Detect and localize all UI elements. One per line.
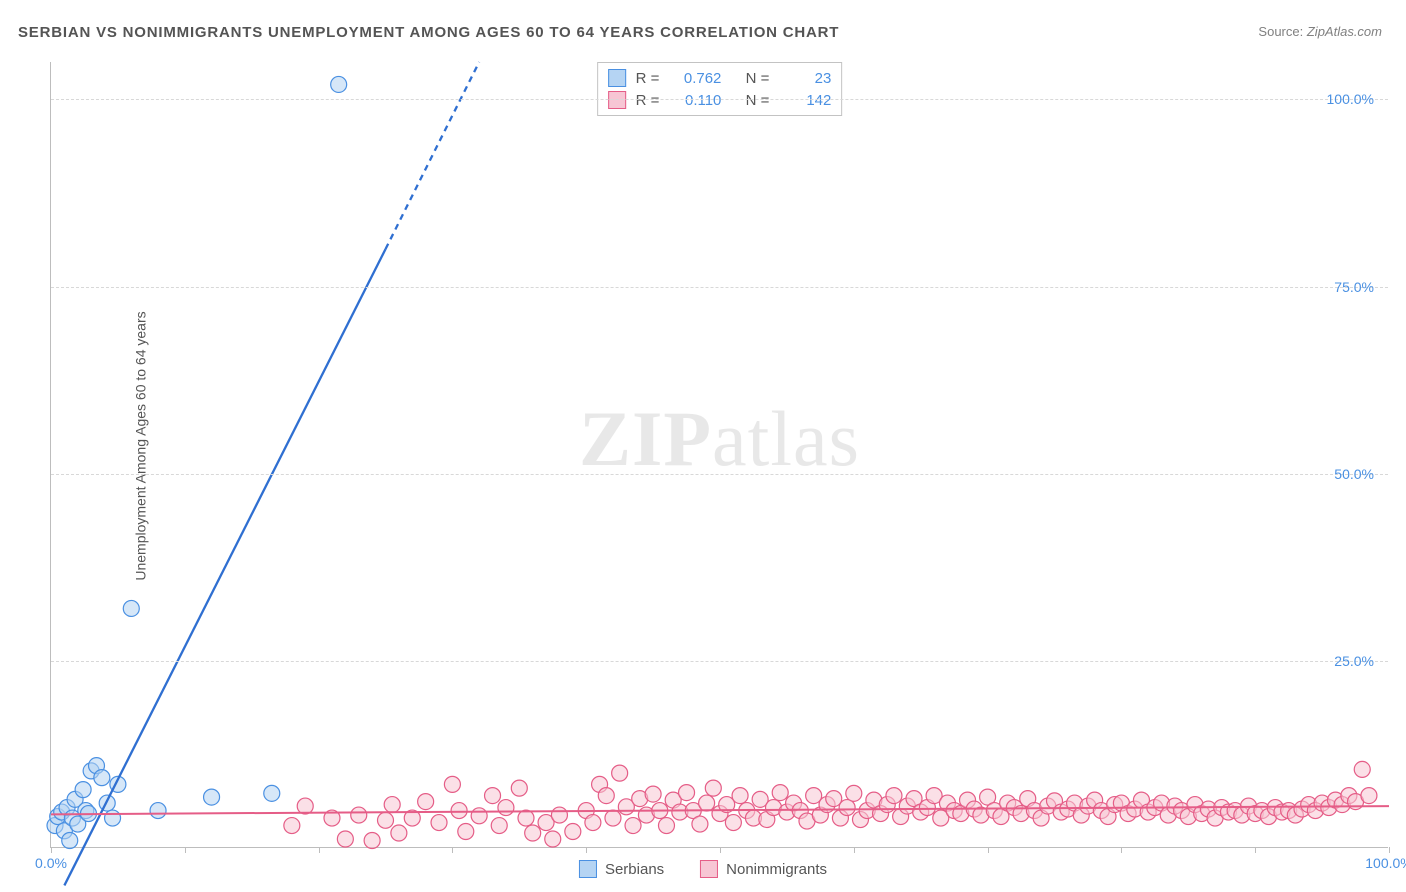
scatter-point (565, 824, 581, 840)
scatter-point (337, 831, 353, 847)
scatter-point (264, 785, 280, 801)
x-tick (319, 847, 320, 853)
bottom-legend: Serbians Nonimmigrants (579, 860, 827, 878)
swatch-icon (608, 69, 626, 87)
scatter-point (839, 800, 855, 816)
gridline (51, 99, 1388, 100)
y-tick-label: 25.0% (1334, 653, 1374, 669)
x-tick (1121, 847, 1122, 853)
scatter-point (485, 788, 501, 804)
correlation-legend-box: R = 0.762 N = 23 R = 0.110 N = 142 (597, 62, 843, 116)
scatter-point (585, 815, 601, 831)
scatter-point (699, 795, 715, 811)
y-tick-label: 100.0% (1327, 91, 1374, 107)
chart-plot-area: ZIPatlas R = 0.762 N = 23 R = 0.110 N = … (50, 62, 1388, 848)
scatter-point (518, 810, 534, 826)
x-tick (185, 847, 186, 853)
scatter-point (705, 780, 721, 796)
gridline (51, 661, 1388, 662)
scatter-point (105, 810, 121, 826)
scatter-point (284, 818, 300, 834)
x-tick (51, 847, 52, 853)
legend-item: Serbians (579, 860, 664, 878)
scatter-point (94, 770, 110, 786)
scatter-point (645, 786, 661, 802)
scatter-point (331, 76, 347, 92)
r-value: 0.762 (669, 70, 721, 87)
scatter-point (498, 800, 514, 816)
x-tick (720, 847, 721, 853)
scatter-point (545, 831, 561, 847)
scatter-point (846, 785, 862, 801)
scatter-point (431, 815, 447, 831)
legend-label: Serbians (605, 861, 664, 878)
legend-item: Nonimmigrants (700, 860, 827, 878)
scatter-point (1361, 788, 1377, 804)
scatter-point (625, 818, 641, 834)
scatter-point (551, 807, 567, 823)
scatter-point (658, 818, 674, 834)
legend-label: Nonimmigrants (726, 861, 827, 878)
swatch-icon (700, 860, 718, 878)
x-tick-label: 0.0% (35, 855, 67, 871)
scatter-point (204, 789, 220, 805)
y-tick-label: 50.0% (1334, 466, 1374, 482)
y-tick-label: 75.0% (1334, 279, 1374, 295)
scatter-point (772, 785, 788, 801)
chart-title: SERBIAN VS NONIMMIGRANTS UNEMPLOYMENT AM… (18, 24, 839, 41)
gridline (51, 287, 1388, 288)
x-tick (988, 847, 989, 853)
n-value: 23 (779, 70, 831, 87)
scatter-point (886, 788, 902, 804)
scatter-point (444, 776, 460, 792)
scatter-point (605, 810, 621, 826)
x-tick (1389, 847, 1390, 853)
chart-svg (51, 62, 1388, 847)
x-tick (1255, 847, 1256, 853)
scatter-point (351, 807, 367, 823)
trend-line (64, 249, 385, 885)
gridline (51, 474, 1388, 475)
x-tick (854, 847, 855, 853)
scatter-point (612, 765, 628, 781)
scatter-point (418, 794, 434, 810)
scatter-point (364, 833, 380, 849)
scatter-point (451, 803, 467, 819)
trend-line-dashed (386, 62, 480, 249)
x-tick (586, 847, 587, 853)
scatter-point (525, 825, 541, 841)
source-label: Source: (1258, 24, 1303, 39)
correlation-row: R = 0.762 N = 23 (608, 67, 832, 89)
scatter-point (491, 818, 507, 834)
scatter-point (384, 797, 400, 813)
scatter-point (123, 600, 139, 616)
scatter-point (725, 815, 741, 831)
swatch-icon (579, 860, 597, 878)
scatter-point (598, 788, 614, 804)
scatter-point (1354, 761, 1370, 777)
scatter-point (297, 798, 313, 814)
scatter-point (378, 812, 394, 828)
source-attribution: Source: ZipAtlas.com (1258, 24, 1382, 39)
x-tick (452, 847, 453, 853)
r-label: R = (636, 70, 660, 87)
scatter-point (471, 808, 487, 824)
scatter-point (391, 825, 407, 841)
x-tick-label: 100.0% (1365, 855, 1406, 871)
scatter-point (150, 803, 166, 819)
scatter-point (511, 780, 527, 796)
n-label: N = (746, 70, 770, 87)
scatter-point (62, 833, 78, 849)
scatter-point (732, 788, 748, 804)
scatter-point (458, 824, 474, 840)
source-link[interactable]: ZipAtlas.com (1307, 24, 1382, 39)
scatter-point (75, 782, 91, 798)
scatter-point (692, 816, 708, 832)
scatter-point (679, 785, 695, 801)
